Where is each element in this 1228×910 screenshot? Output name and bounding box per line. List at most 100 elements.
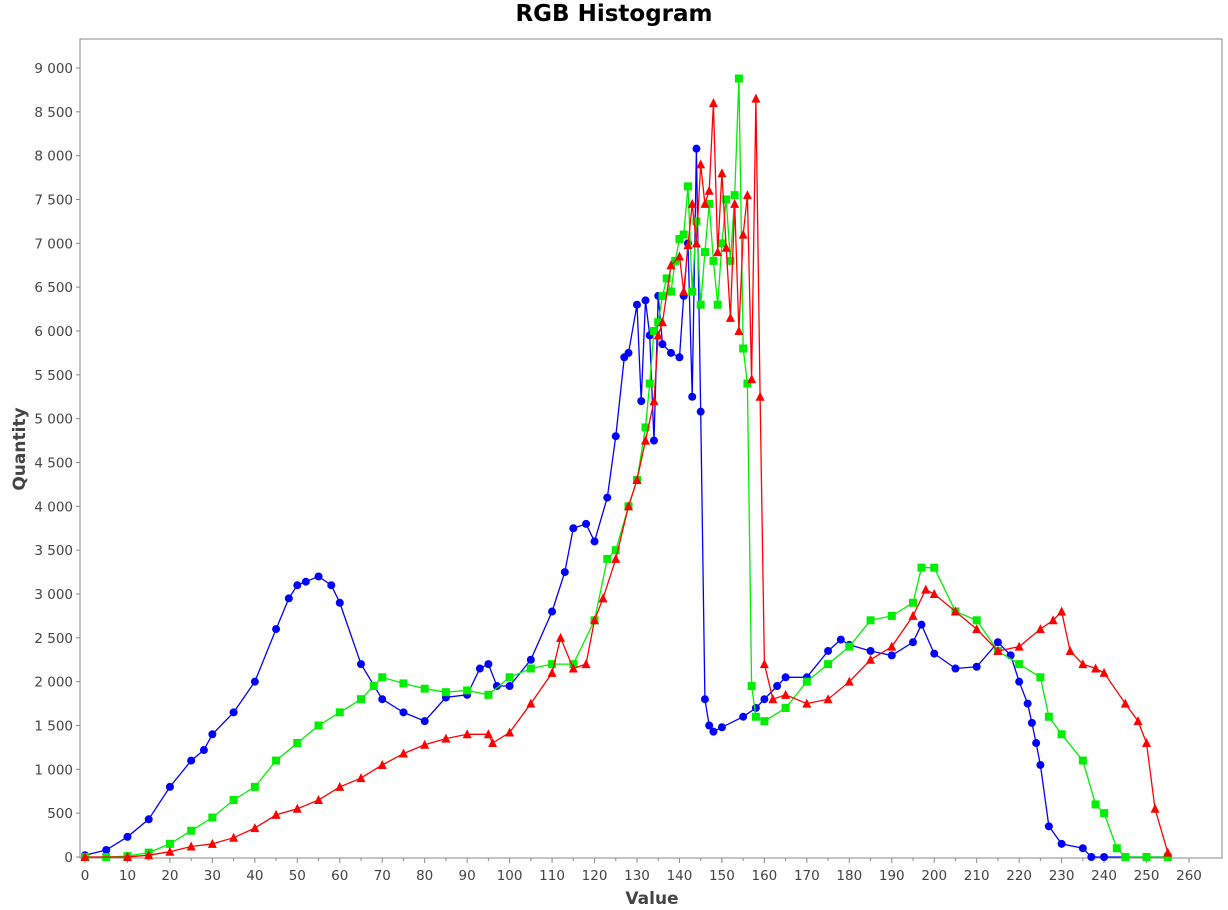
y-tick-label: 8 000 — [34, 149, 73, 165]
x-tick-label: 160 — [751, 868, 777, 884]
y-tick-label: 7 500 — [34, 193, 73, 209]
data-point — [314, 572, 323, 581]
y-tick-label: 5 000 — [34, 412, 73, 428]
data-point — [335, 708, 344, 717]
x-tick-label: 210 — [964, 868, 990, 884]
data-point — [696, 159, 706, 169]
data-point — [649, 396, 659, 406]
x-tick-label: 250 — [1134, 868, 1160, 884]
data-point — [165, 839, 174, 848]
x-tick-label: 20 — [161, 868, 178, 884]
data-point — [751, 93, 761, 103]
data-point — [568, 663, 578, 673]
data-point — [505, 727, 515, 737]
data-point — [548, 607, 557, 616]
data-point — [208, 730, 217, 739]
data-point — [675, 353, 684, 362]
x-tick-label: 240 — [1091, 868, 1117, 884]
data-point — [229, 832, 239, 842]
data-point — [1044, 712, 1053, 721]
x-tick-label: 190 — [879, 868, 905, 884]
data-point — [759, 659, 769, 669]
data-point — [1057, 730, 1066, 739]
x-tick-label: 0 — [81, 868, 90, 884]
x-tick-label: 220 — [1006, 868, 1032, 884]
x-tick-label: 130 — [624, 868, 650, 884]
data-point — [420, 739, 430, 749]
data-point — [462, 729, 472, 739]
data-point — [598, 593, 608, 603]
data-point — [734, 74, 743, 83]
x-tick-label: 80 — [416, 868, 433, 884]
data-point — [314, 795, 324, 805]
data-point — [186, 841, 196, 851]
data-point — [725, 312, 735, 322]
data-point — [687, 198, 697, 208]
data-point — [692, 217, 701, 226]
data-point — [556, 632, 566, 642]
data-point — [909, 598, 917, 607]
x-tick-label: 110 — [539, 868, 565, 884]
data-point — [705, 199, 714, 208]
data-point — [1163, 853, 1172, 861]
data-point — [207, 838, 217, 848]
data-point — [1014, 641, 1024, 651]
data-point — [721, 242, 731, 252]
data-point — [463, 686, 472, 695]
data-point — [327, 581, 336, 590]
data-point — [582, 519, 591, 528]
data-point — [781, 703, 790, 712]
data-point — [633, 300, 641, 309]
data-point — [624, 348, 633, 357]
x-tick-label: 10 — [119, 868, 136, 884]
data-point — [950, 606, 960, 616]
x-tick-label: 90 — [459, 868, 476, 884]
data-point — [1078, 756, 1087, 765]
data-point — [1078, 659, 1088, 669]
data-point — [271, 809, 281, 819]
data-point — [102, 845, 111, 854]
data-point — [751, 712, 760, 721]
data-point — [717, 168, 727, 178]
data-point — [208, 813, 217, 822]
data-point — [738, 229, 748, 239]
data-point — [993, 638, 1002, 647]
data-point — [1091, 663, 1101, 673]
data-point — [866, 646, 875, 655]
data-point — [272, 625, 281, 634]
data-point — [526, 664, 535, 673]
data-point — [909, 638, 917, 647]
data-point — [1036, 760, 1045, 769]
y-tick-label: 6 500 — [34, 280, 73, 296]
x-tick-label: 30 — [204, 868, 221, 884]
y-tick-label: 9 000 — [34, 61, 73, 77]
data-point — [674, 251, 684, 261]
data-point — [484, 660, 493, 669]
data-point — [611, 553, 621, 563]
data-point — [649, 436, 658, 445]
data-point — [293, 581, 302, 590]
data-point — [398, 748, 408, 758]
data-point — [700, 248, 709, 257]
x-axis-label: Value — [625, 889, 679, 909]
data-point — [475, 664, 484, 673]
data-point — [641, 296, 650, 305]
data-point — [747, 374, 757, 384]
data-point — [700, 198, 710, 208]
data-point — [590, 615, 600, 625]
data-point — [845, 642, 854, 651]
y-tick-label: 8 500 — [34, 105, 73, 121]
data-point — [272, 756, 281, 765]
data-point — [921, 584, 931, 594]
data-point — [717, 239, 726, 248]
data-point — [739, 344, 748, 353]
data-point — [441, 733, 451, 743]
data-point — [144, 815, 153, 824]
data-point — [773, 682, 782, 691]
data-point — [377, 759, 387, 769]
data-point — [657, 317, 667, 327]
y-tick-label: 2 000 — [34, 675, 73, 691]
data-point — [768, 694, 778, 704]
